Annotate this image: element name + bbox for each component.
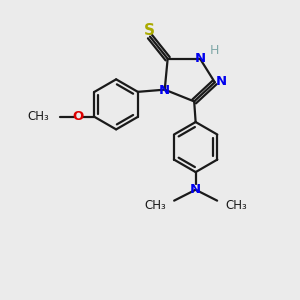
- Text: CH₃: CH₃: [27, 110, 49, 123]
- Text: CH₃: CH₃: [225, 200, 247, 212]
- Text: N: N: [216, 75, 227, 88]
- Text: CH₃: CH₃: [144, 200, 166, 212]
- Text: S: S: [144, 23, 155, 38]
- Text: N: N: [159, 84, 170, 97]
- Text: H: H: [209, 44, 219, 57]
- Text: O: O: [73, 110, 84, 123]
- Text: N: N: [190, 183, 201, 196]
- Text: N: N: [195, 52, 206, 64]
